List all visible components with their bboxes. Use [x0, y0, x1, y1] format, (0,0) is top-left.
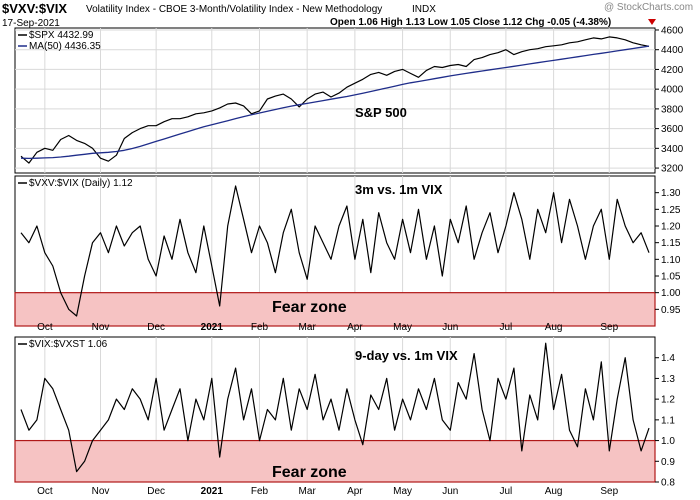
panel-annotation: S&P 500 — [355, 105, 407, 120]
month-label: Aug — [545, 322, 563, 333]
month-label: Dec — [147, 486, 165, 497]
fear-zone — [14, 439, 656, 483]
ohlc-readout: Open 1.06 High 1.13 Low 1.05 Close 1.12 … — [330, 17, 611, 28]
y-tick-label: 0.95 — [661, 305, 681, 316]
fear-zone-label: Fear zone — [272, 299, 347, 316]
y-tick-label: 4200 — [661, 65, 684, 76]
y-tick-label: 3800 — [661, 104, 684, 115]
y-tick-label: 1.4 — [661, 353, 675, 364]
stockcharts-watermark: @ StockCharts.com — [604, 2, 693, 13]
y-tick-label: 0.9 — [661, 457, 675, 468]
panel-annotation: 9-day vs. 1m VIX — [355, 348, 458, 363]
month-label: Oct — [37, 486, 53, 497]
y-tick-label: 1.0 — [661, 436, 675, 447]
series-line — [20, 185, 650, 317]
y-tick-label: 1.05 — [661, 272, 681, 283]
y-tick-label: 1.15 — [661, 238, 681, 249]
series-line — [20, 342, 650, 473]
y-tick-label: 1.20 — [661, 222, 681, 233]
y-tick-label: 1.2 — [661, 395, 675, 406]
y-tick-label: 3600 — [661, 124, 684, 135]
chart-description: Volatility Index - CBOE 3-Month/Volatili… — [86, 4, 382, 15]
series-line — [20, 36, 650, 164]
month-label: Aug — [545, 486, 563, 497]
chart-exchange: INDX — [412, 4, 436, 15]
month-label: Apr — [347, 486, 363, 497]
y-tick-label: 3400 — [661, 144, 684, 155]
month-label: Nov — [92, 322, 110, 333]
month-label: May — [393, 322, 412, 333]
month-label: Jun — [442, 486, 458, 497]
month-label: Jun — [442, 322, 458, 333]
price-panel: 4600 4400 4200 4000 3800 3600 3400 3200 $SPX 443… — [14, 25, 684, 175]
fear-zone-label: Fear zone — [272, 464, 347, 481]
month-label: Feb — [251, 322, 269, 333]
legend-entry: $SPX 4432.99 — [29, 30, 94, 41]
y-tick-label: 3200 — [661, 164, 684, 175]
chart-date: 17-Sep-2021 — [2, 18, 60, 29]
y-tick-label: 1.25 — [661, 205, 681, 216]
month-label: Feb — [251, 486, 269, 497]
y-tick-label: 1.3 — [661, 374, 675, 385]
month-label: 2021 — [201, 486, 224, 497]
x-axis-month-labels: Oct Nov Dec 2021 Feb Mar Apr May Jun Jul Aug Sep Oct… — [37, 322, 619, 497]
month-label: Jul — [500, 486, 513, 497]
month-label: Oct — [37, 322, 53, 333]
month-label: May — [393, 486, 412, 497]
down-arrow-icon — [648, 19, 656, 25]
y-tick-label: 0.8 — [661, 478, 675, 489]
legend-entry: MA(50) 4436.35 — [29, 41, 101, 52]
month-label: Sep — [600, 322, 618, 333]
month-label: Jul — [500, 322, 513, 333]
month-label: Dec — [147, 322, 165, 333]
legend-entry: $VIX:$VXST 1.06 — [29, 339, 108, 350]
y-tick-label: 4600 — [661, 25, 684, 36]
chart-symbol: $VXV:$VIX — [2, 1, 67, 16]
y-tick-label: 1.00 — [661, 288, 681, 299]
month-label: 2021 — [201, 322, 224, 333]
month-label: Mar — [299, 322, 317, 333]
vxv-vix-panel: 1.30 1.25 1.20 1.15 1.10 1.05 1.00 0.95 $VXV:$VI… — [14, 175, 681, 327]
legend-entry: $VXV:$VIX (Daily) 1.12 — [29, 178, 133, 189]
y-tick-label: 1.10 — [661, 255, 681, 266]
month-label: Sep — [600, 486, 618, 497]
panel-annotation: 3m vs. 1m VIX — [355, 182, 443, 197]
month-label: Apr — [347, 322, 363, 333]
ma50-line — [20, 45, 650, 160]
vix-vxst-panel: 1.4 1.3 1.2 1.1 1.0 0.9 0.8 $VIX:$VXST 1.06 9-da… — [14, 336, 675, 489]
y-tick-label: 1.1 — [661, 415, 675, 426]
y-tick-label: 1.30 — [661, 188, 681, 199]
y-tick-label: 4000 — [661, 85, 684, 96]
month-label: Mar — [299, 486, 317, 497]
y-tick-label: 4400 — [661, 45, 684, 56]
month-label: Nov — [92, 486, 110, 497]
